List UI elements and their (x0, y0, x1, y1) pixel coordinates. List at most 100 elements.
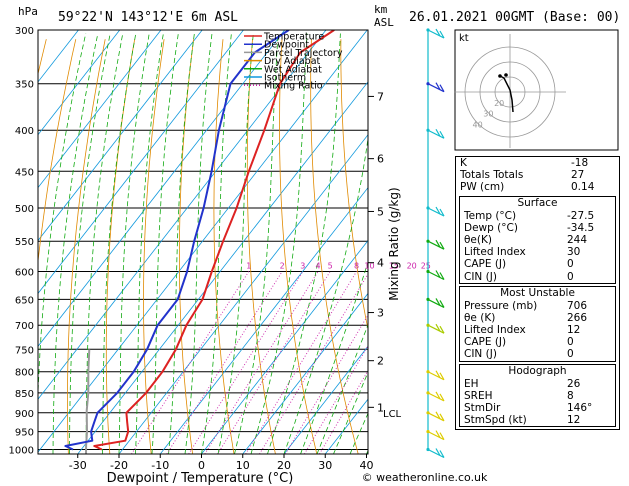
km-tick-label: 1 (377, 401, 384, 414)
km-tick-label: 6 (377, 153, 384, 166)
legend-label: Wet Adiabat (264, 64, 322, 75)
mixing-ratio-line (259, 273, 368, 454)
barb-flag (435, 128, 441, 137)
isotherm-line (38, 30, 121, 136)
x-tick-label: -30 (69, 459, 87, 472)
mixing-ratio-label: 1 (246, 262, 251, 271)
wet-adiabat (283, 136, 368, 454)
isotherm-line (242, 292, 368, 454)
wind-barb (426, 323, 445, 334)
barb-flag (435, 411, 441, 420)
pressure-tick-label: 800 (15, 368, 34, 379)
wet-adiabat (38, 33, 87, 405)
barb-shaft (427, 129, 445, 139)
mu-row: Pressure (mb) 706 (464, 299, 588, 312)
barb-dot (426, 370, 430, 374)
barb-dot (426, 28, 430, 32)
wet-adiabat (118, 33, 150, 454)
mixing-ratio-label: 5 (328, 262, 333, 271)
indices-table: K -18 Totals Totals 27 PW (cm) 0.14 Surface… (455, 156, 620, 431)
barb-flag (439, 208, 445, 217)
mixing-ratio-axis-label: Mixing Ratio (g/kg) (387, 187, 401, 300)
barb-flag (435, 448, 441, 456)
barb-flag (439, 325, 445, 334)
surface-row: Dewp (°C) -34.5 (464, 221, 595, 234)
mixing-ratio-line (319, 369, 368, 454)
dry-adiabat (143, 39, 165, 454)
mixing-ratio-line (245, 271, 357, 454)
barb-flag (435, 370, 441, 379)
lcl-label: LCL (383, 409, 402, 420)
location-title: 59°22'N 143°12'E 6m ASL (58, 10, 238, 25)
pressure-tick-label: 550 (15, 237, 34, 248)
wind-barb (426, 411, 445, 422)
wet-adiabat (52, 33, 99, 454)
hodo-row: EH 26 (464, 377, 581, 390)
mu-row: CIN (J) 0 (464, 348, 574, 361)
wind-barb (426, 28, 445, 39)
hodograph-trace (499, 75, 514, 113)
surface-title: Surface (517, 196, 558, 209)
dry-adiabat (105, 39, 136, 454)
km-tick-label: 5 (377, 205, 384, 218)
surface-section: Surface Temp (°C) -27.5 Dewp (°C) -34.5 θe… (459, 195, 616, 284)
mixing-ratio-line (166, 271, 283, 454)
wind-barb (426, 128, 445, 139)
barb-flag (439, 272, 445, 280)
barb-flag (439, 130, 445, 139)
mixing-ratio-label: 8 (354, 262, 359, 271)
barb-dot (426, 82, 430, 86)
dry-adiabat (213, 39, 235, 454)
wet-adiabat (85, 33, 124, 454)
x-tick-label: 10 (236, 459, 250, 472)
dry-adiabat (279, 39, 318, 454)
background-lines (38, 30, 368, 454)
isotherm-line (38, 30, 368, 453)
mixing-ratio-label: 2 (280, 262, 285, 271)
wind-barb (426, 430, 445, 441)
barb-flag (439, 372, 445, 381)
isotherm-line (38, 30, 286, 347)
plot-frame (37, 29, 369, 455)
barb-shaft (427, 29, 445, 39)
pressure-tick-label: 350 (15, 80, 34, 91)
isotherm-line (77, 81, 368, 454)
x-tick-label: 40 (360, 459, 374, 472)
mixing-ratio-label: 4 (315, 262, 320, 271)
wind-barb (426, 269, 445, 281)
index-row-pw: PW (cm) 0.14 (460, 181, 595, 194)
hodograph-unit-label: kt (459, 33, 469, 44)
mixing-ratio-label: 3 (300, 262, 305, 271)
legend-label: Dry Adiabat (264, 56, 321, 67)
hodograph-section: Hodograph EH 26 SREH 8 StmDir 146° StmSpd (… (459, 363, 616, 428)
barb-dot (426, 391, 430, 395)
barb-shaft (427, 83, 445, 93)
hodograph-frame (454, 29, 619, 151)
barb-flag (439, 450, 445, 458)
legend-label: Temperature (263, 32, 324, 43)
pressure-tick-label: 1000 (9, 445, 34, 456)
barb-shaft (427, 240, 445, 250)
km-tick-label: 3 (377, 307, 384, 320)
dry-adiabat (340, 39, 368, 332)
wind-barb (426, 82, 445, 93)
pressure-tick-label: 450 (15, 167, 34, 178)
hodograph-point (504, 73, 508, 77)
barb-dot (426, 128, 430, 132)
pressure-tick-label: 500 (15, 204, 34, 215)
wet-adiabat (168, 33, 195, 454)
wet-adiabat (102, 33, 137, 454)
hodograph-ring-label: 40 (473, 120, 483, 129)
pressure-tick-label: 600 (15, 268, 34, 279)
barb-shaft (427, 448, 445, 459)
km-tick-label: 4 (377, 257, 384, 270)
isotherm-line (283, 345, 368, 454)
mixing-ratio-label: 25 (421, 262, 431, 271)
mu-row: θe (K) 266 (464, 311, 588, 324)
barb-dot (426, 206, 430, 210)
barb-shaft (427, 431, 445, 441)
pressure-tick-label: 650 (15, 295, 34, 306)
barb-shaft (427, 270, 445, 281)
